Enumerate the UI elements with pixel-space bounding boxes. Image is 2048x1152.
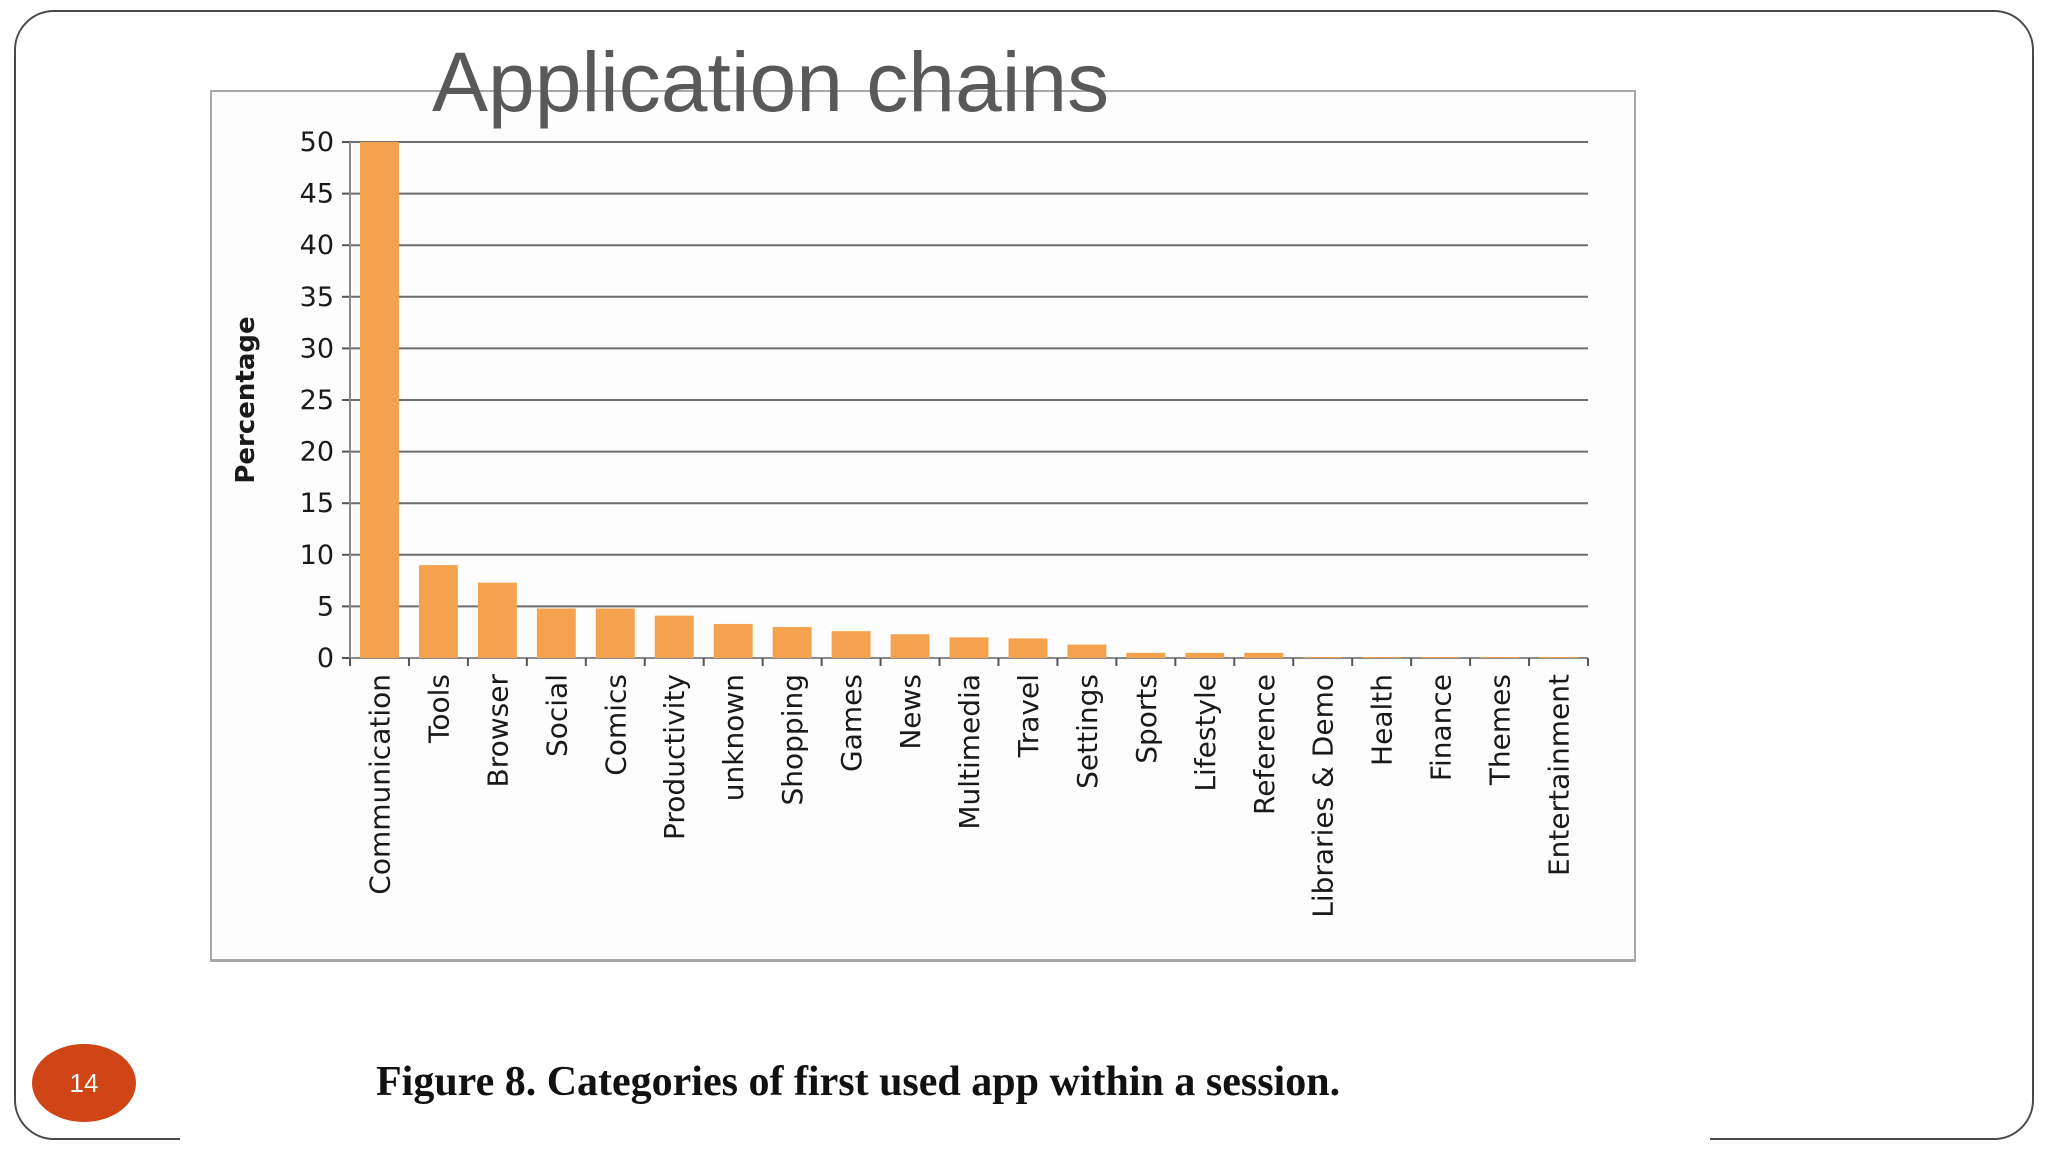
y-tick-label: 5 (317, 591, 334, 622)
figure-caption: Figure 8. Categories of first used app w… (376, 1059, 1341, 1105)
bar (772, 627, 812, 658)
page-number-badge: 14 (32, 1044, 136, 1122)
bar (1362, 656, 1402, 658)
bar (1480, 656, 1520, 658)
y-tick-label: 20 (300, 437, 334, 468)
y-tick-label: 15 (300, 488, 334, 519)
y-tick-label: 35 (300, 282, 334, 313)
y-tick-label: 50 (300, 127, 334, 158)
bar (1067, 644, 1107, 658)
bar (949, 637, 989, 658)
bar (1008, 638, 1048, 658)
y-tick-label: 40 (300, 230, 334, 261)
chart-image: 0 5 10 15 20 25 30 35 40 45 50 Percentage Communicat… (210, 90, 1636, 962)
bar (1303, 656, 1343, 658)
bar (595, 608, 635, 658)
bar (536, 608, 576, 658)
category-label: Shopping (776, 674, 809, 806)
bar (477, 582, 517, 658)
y-tick-label: 25 (300, 385, 334, 416)
y-tick-label: 45 (300, 179, 334, 210)
category-label: Multimedia (953, 674, 986, 830)
category-label: Health (1366, 674, 1399, 766)
bar (418, 565, 458, 658)
category-label: Entertainment (1543, 674, 1576, 876)
bar (831, 631, 871, 658)
bar (713, 623, 753, 658)
category-label: Lifestyle (1189, 674, 1222, 792)
category-label: Social (540, 674, 573, 757)
category-label: Browser (481, 674, 514, 788)
y-tick-label: 10 (300, 540, 334, 571)
category-label: Travel (1012, 674, 1045, 758)
bar (1244, 652, 1284, 658)
category-label: Tools (422, 674, 455, 744)
bar-chart: 0 5 10 15 20 25 30 35 40 45 50 Percentage Communicat… (231, 127, 1589, 918)
category-label: Communication (363, 674, 396, 895)
category-label: Themes (1484, 674, 1517, 786)
y-axis-title: Percentage (231, 316, 261, 483)
category-label: Libraries & Demo (1307, 674, 1340, 918)
y-tick-label: 30 (300, 333, 334, 364)
y-tick-label: 0 (317, 643, 334, 674)
category-label: Sports (1130, 674, 1163, 764)
bar (1185, 652, 1225, 658)
category-label: Games (835, 674, 868, 772)
category-label: Settings (1071, 674, 1104, 789)
category-label: unknown (717, 674, 750, 801)
category-label: Comics (599, 674, 632, 776)
category-label: News (894, 674, 927, 750)
category-label: Productivity (658, 674, 691, 840)
frame-bottom-gap (180, 1126, 1710, 1152)
slide-title: Application chains (432, 35, 1110, 129)
bar (360, 142, 399, 658)
bar (1421, 656, 1461, 658)
category-label: Reference (1248, 674, 1281, 815)
bar (1539, 656, 1578, 658)
bar (654, 615, 694, 658)
bar (1126, 652, 1166, 658)
category-label: Finance (1425, 674, 1458, 781)
bar (890, 634, 930, 658)
